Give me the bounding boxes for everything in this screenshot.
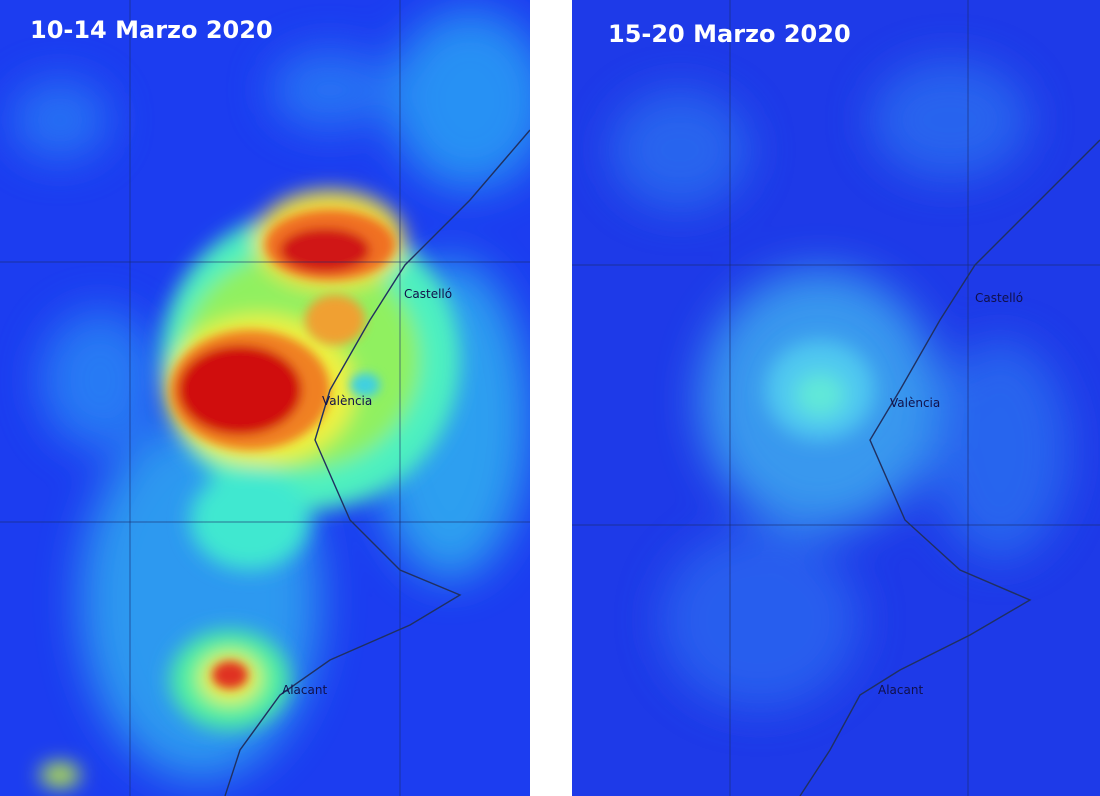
city-label: València [890, 396, 940, 410]
coastline [799, 139, 1100, 796]
city-label: Alacant [282, 683, 327, 697]
city-label: València [322, 394, 372, 408]
coastline [224, 129, 530, 796]
panel-title: 10-14 Marzo 2020 [30, 16, 273, 44]
right-map: 15-20 Marzo 2020 Castelló València Alaca… [572, 0, 1100, 796]
city-label: Alacant [878, 683, 923, 697]
city-label: Castelló [975, 291, 1023, 305]
city-label: Castelló [404, 287, 452, 301]
left-map: 10-14 Marzo 2020 Castelló València Alaca… [0, 0, 530, 796]
panel-title: 15-20 Marzo 2020 [608, 20, 851, 48]
